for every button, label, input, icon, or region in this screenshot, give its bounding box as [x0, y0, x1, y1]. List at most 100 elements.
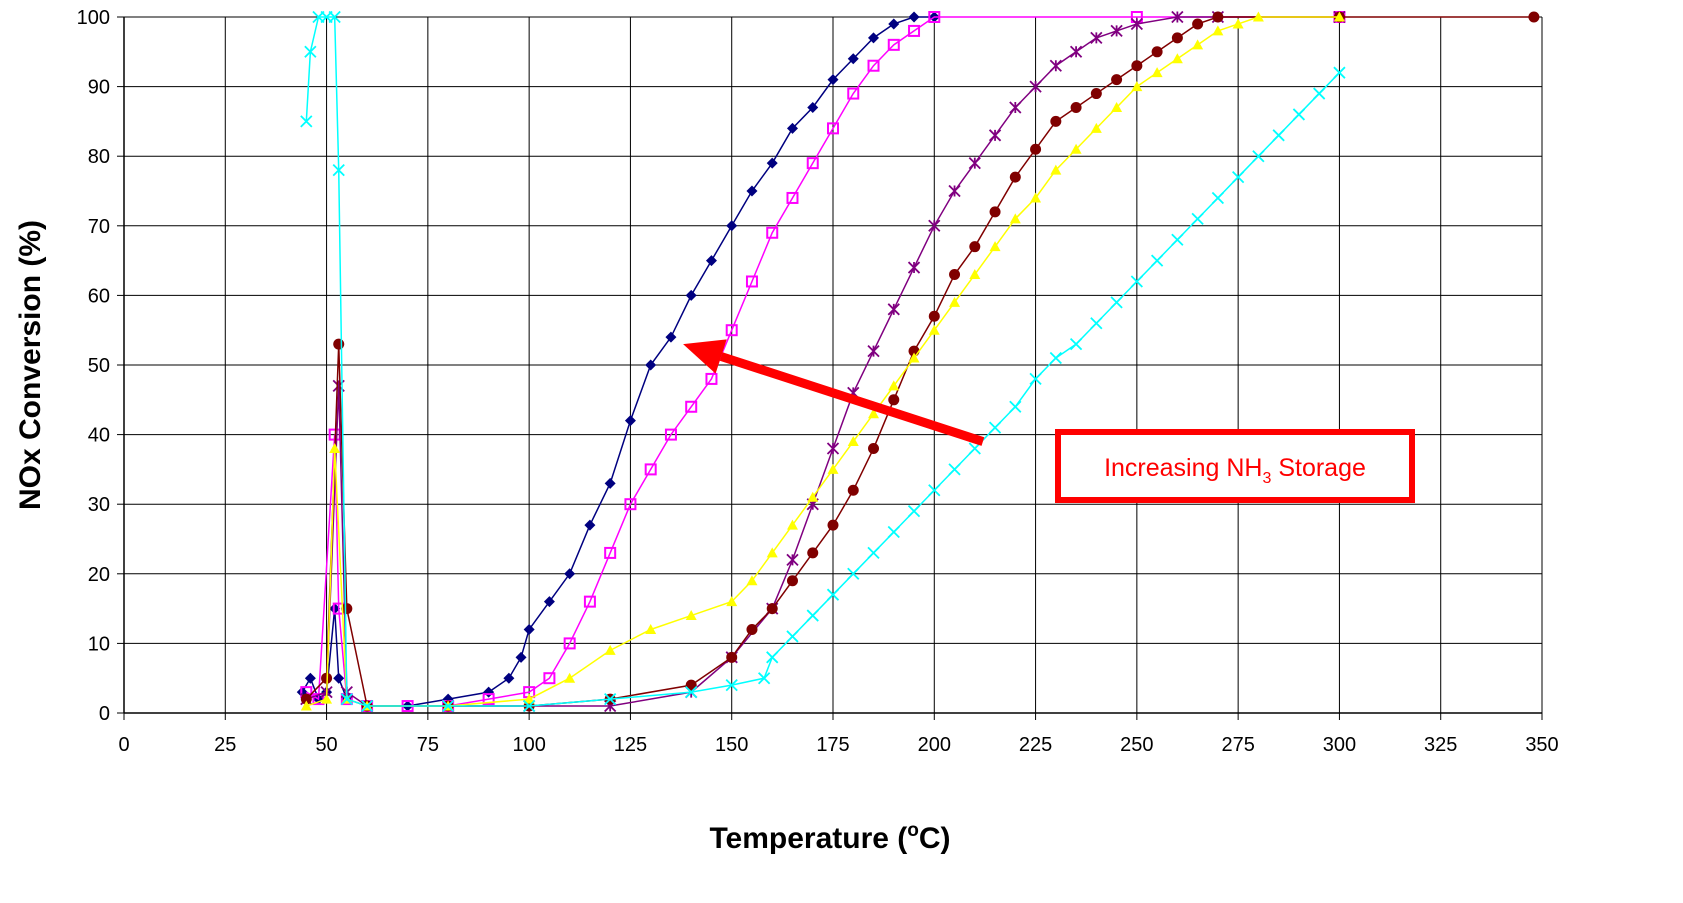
data-point — [726, 220, 738, 232]
data-point — [826, 442, 840, 455]
data-point — [1292, 108, 1306, 121]
data-point — [482, 693, 495, 706]
data-point — [725, 324, 738, 337]
data-point — [867, 59, 880, 72]
data-point — [908, 352, 920, 363]
data-point — [685, 400, 698, 413]
x-tick-label: 250 — [1120, 734, 1153, 756]
data-point — [1111, 74, 1123, 86]
data-point — [523, 623, 535, 635]
data-point — [907, 505, 921, 518]
data-point — [867, 546, 880, 560]
data-point — [360, 699, 374, 713]
data-point — [1030, 192, 1042, 203]
data-point — [868, 32, 880, 44]
x-tick-label: 100 — [512, 734, 545, 756]
data-point — [806, 609, 819, 622]
data-point — [1070, 143, 1082, 154]
data-point — [584, 519, 596, 531]
data-point — [847, 484, 859, 496]
series-5 — [300, 10, 1346, 713]
annotation-box — [1055, 429, 1415, 503]
data-point — [300, 115, 313, 128]
x-tick-label: 300 — [1323, 734, 1356, 756]
data-point — [806, 157, 819, 170]
data-point — [766, 603, 778, 615]
data-point — [1009, 213, 1021, 224]
x-axis-title-tail: C) — [919, 822, 951, 855]
y-axis-title: NOx Conversion (%) — [14, 220, 47, 510]
data-point — [304, 672, 316, 684]
data-point — [333, 338, 345, 350]
data-point — [786, 630, 799, 643]
data-point — [826, 588, 840, 601]
data-point — [341, 603, 353, 615]
data-point — [1050, 164, 1062, 175]
annotation-label-main: Increasing NH — [1104, 454, 1262, 482]
data-point — [888, 18, 900, 30]
data-point — [1131, 81, 1143, 92]
data-point — [644, 463, 657, 476]
data-point — [867, 344, 880, 358]
y-tick-label: 70 — [88, 216, 110, 238]
data-point — [624, 415, 636, 427]
data-point — [766, 157, 778, 169]
data-point — [645, 359, 657, 371]
data-point — [1009, 400, 1022, 413]
data-point — [948, 463, 961, 476]
data-point — [928, 324, 940, 335]
data-point — [1333, 66, 1346, 79]
data-point — [685, 679, 697, 691]
data-point — [827, 519, 839, 531]
data-point — [300, 693, 312, 705]
x-tick-label: 175 — [816, 734, 849, 756]
data-point — [928, 219, 941, 232]
x-tick-label: 125 — [614, 734, 647, 756]
data-point — [1211, 191, 1225, 205]
data-point — [1090, 31, 1103, 45]
data-point — [1171, 10, 1184, 24]
series-line — [305, 16, 1340, 707]
data-point — [1030, 143, 1042, 155]
data-point — [604, 546, 617, 559]
x-tick-label: 325 — [1424, 734, 1457, 756]
data-point — [332, 163, 345, 177]
y-tick-label: 50 — [88, 355, 110, 377]
data-point — [1232, 170, 1245, 184]
data-point — [1192, 39, 1204, 50]
data-point — [807, 491, 819, 502]
x-tick-label: 75 — [417, 734, 439, 756]
data-point — [989, 206, 1001, 218]
data-point — [1090, 317, 1103, 330]
annotation-label-sub: 3 — [1262, 470, 1271, 487]
data-point — [604, 692, 617, 706]
data-point — [664, 428, 677, 441]
series-line — [305, 16, 1340, 707]
data-point — [847, 53, 859, 65]
data-point — [604, 644, 616, 655]
data-point — [1212, 11, 1224, 23]
data-point — [1171, 53, 1183, 64]
data-point — [523, 699, 536, 713]
y-tick-label: 100 — [77, 7, 110, 29]
data-point — [705, 372, 718, 385]
data-point — [1171, 233, 1184, 246]
data-point — [1069, 337, 1083, 351]
data-point — [1130, 275, 1143, 288]
annotation-arrow-line — [719, 352, 985, 446]
data-point — [928, 484, 941, 497]
data-point — [726, 651, 738, 663]
data-point — [1192, 18, 1204, 30]
data-point — [523, 693, 535, 704]
data-point — [786, 553, 799, 567]
data-point — [948, 184, 961, 198]
y-tick-label: 40 — [88, 425, 110, 447]
y-tick-label: 80 — [88, 146, 110, 168]
data-point — [321, 693, 333, 704]
data-point — [888, 394, 900, 406]
data-point — [1049, 351, 1062, 365]
data-point — [807, 547, 819, 559]
data-point — [583, 595, 596, 608]
data-point — [1009, 171, 1021, 183]
data-point — [988, 129, 1002, 142]
